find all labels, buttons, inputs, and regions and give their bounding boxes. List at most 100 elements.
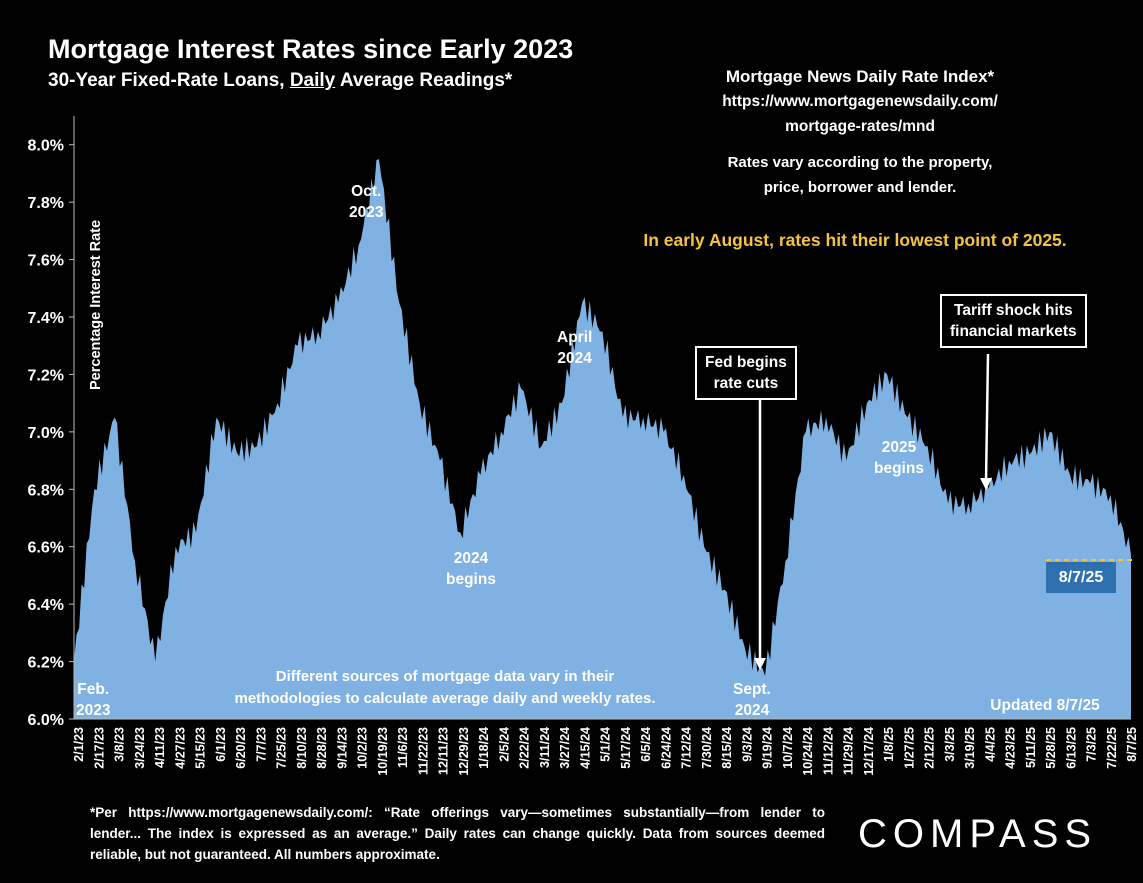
x-tick-label: 8/7/25 — [1125, 727, 1139, 762]
y-tick-labels: 6.0% 6.2% 6.4% 6.6% 6.8% 7.0% 7.2% 7.4% 7.6% 7.8%… — [28, 138, 64, 729]
subtitle-underlined: Daily — [289, 70, 336, 91]
annotation-2025-begins: 2025 begins — [874, 437, 924, 479]
method-line1: Different sources of mortgage data vary … — [275, 668, 615, 685]
x-tick-label: 7/3/25 — [1085, 727, 1099, 762]
x-tick-labels: 2/1/23 2/17/23 3/8/23 3/24/23 4/11/23 4/27/23… — [72, 727, 1139, 776]
x-tick-label: 12/29/23 — [457, 727, 471, 776]
x-tick-label: 10/24/24 — [801, 727, 815, 776]
tariff-arrowhead — [980, 478, 992, 490]
annotation-line: begins — [446, 571, 496, 588]
x-tick-label: 5/1/24 — [599, 727, 613, 762]
x-tick-label: 3/24/23 — [133, 727, 147, 769]
x-tick-label: 9/19/24 — [761, 727, 775, 769]
vary-line2: price, borrower and lender. — [763, 179, 957, 196]
annotation-line: 2024 — [557, 350, 592, 367]
x-tick-label: 7/12/24 — [680, 727, 694, 769]
x-tick-label: 1/18/24 — [477, 727, 491, 769]
annotation-line: financial markets — [950, 323, 1077, 340]
y-tick-label: 7.0% — [28, 425, 64, 442]
fed-cuts-arrowhead — [754, 658, 766, 670]
latest-date-badge: 8/7/25 — [1046, 562, 1116, 593]
annotation-line: begins — [874, 460, 924, 477]
x-tick-label: 3/3/25 — [943, 727, 957, 762]
updated-label: Updated 8/7/25 — [990, 697, 1100, 714]
x-tick-label: 2/17/23 — [92, 727, 106, 769]
annotation-line: 2025 — [881, 439, 917, 456]
x-tick-label: 5/17/24 — [619, 727, 633, 769]
x-tick-label: 4/15/24 — [578, 727, 592, 769]
x-tick-label: 6/13/25 — [1064, 727, 1078, 769]
methodology-note: Different sources of mortgage data vary … — [195, 666, 695, 710]
y-tick-label: 6.2% — [28, 655, 64, 672]
x-tick-label: 5/28/25 — [1044, 727, 1058, 769]
tariff-arrow — [984, 353, 990, 483]
x-tick-label: 2/5/24 — [497, 727, 511, 762]
annotation-line: Fed begins — [705, 354, 787, 371]
annotation-2024-begins: 2024 begins — [446, 548, 496, 590]
annotation-sept-2024: Sept. 2024 — [733, 679, 771, 721]
x-tick-label: 11/6/23 — [396, 727, 410, 768]
x-tick-label: 3/8/23 — [113, 727, 127, 762]
x-tick-label: 3/27/24 — [558, 727, 572, 769]
y-tick-label: 7.4% — [28, 310, 64, 327]
highlight-note: In early August, rates hit their lowest … — [643, 230, 1067, 250]
x-tick-label: 8/15/24 — [720, 727, 734, 769]
y-tick-label: 6.4% — [28, 597, 64, 614]
x-tick-label: 2/22/24 — [518, 727, 532, 769]
x-tick-label: 3/19/25 — [963, 727, 977, 769]
x-tick-label: 4/27/23 — [173, 727, 187, 769]
y-tick-label: 6.8% — [28, 482, 64, 499]
annotation-line: Oct. — [351, 183, 382, 200]
chart-title: Mortgage Interest Rates since Early 2023 — [48, 34, 574, 64]
annotation-line: Tariff shock hits — [954, 302, 1073, 319]
x-tick-label: 6/1/23 — [214, 727, 228, 762]
method-line2: methodologies to calculate average daily… — [234, 690, 656, 707]
x-tick-label: 7/30/24 — [700, 727, 714, 769]
x-tick-label: 6/5/24 — [639, 727, 653, 762]
annotation-line: Sept. — [733, 681, 771, 698]
annotation-line: 2023 — [349, 204, 384, 221]
annotation-oct-2023: Oct. 2023 — [349, 181, 383, 223]
x-tick-label: 11/29/24 — [842, 727, 856, 775]
x-tick-label: 10/19/23 — [376, 727, 390, 776]
annotation-fed-rate-cuts: Fed begins rate cuts — [695, 346, 797, 400]
x-tick-label: 1/27/25 — [902, 727, 916, 769]
x-tick-label: 4/4/25 — [983, 727, 997, 762]
y-tick-label: 8.0% — [28, 138, 64, 155]
y-tick-label: 7.8% — [28, 195, 64, 212]
chart-subtitle: 30-Year Fixed-Rate Loans, Daily Average … — [48, 70, 512, 92]
x-tick-label: 1/8/25 — [882, 727, 896, 762]
annotation-tariff-shock: Tariff shock hits financial markets — [940, 294, 1087, 348]
annotation-feb-2023: Feb. 2023 — [76, 679, 110, 721]
x-tick-label: 2/12/25 — [923, 727, 937, 769]
x-tick-label: 8/10/23 — [295, 727, 309, 769]
y-tick-label: 6.0% — [28, 712, 64, 729]
x-tick-label: 11/12/24 — [821, 727, 835, 775]
vary-line1: Rates vary according to the property, — [727, 154, 993, 171]
footnote: *Per https://www.mortgagenewsdaily.com/:… — [90, 805, 825, 862]
x-tick-label: 4/11/23 — [153, 727, 167, 768]
y-tick-label: 6.6% — [28, 540, 64, 557]
x-tick-label: 11/22/23 — [416, 727, 430, 775]
annotation-line: 2024 — [734, 702, 770, 719]
x-tick-label: 6/20/23 — [234, 727, 248, 769]
x-tick-label: 5/15/23 — [194, 727, 208, 769]
x-tick-label: 10/7/24 — [781, 727, 795, 769]
x-tick-label: 9/14/23 — [335, 727, 349, 769]
y-tick-label: 7.6% — [28, 253, 64, 270]
annotation-april-2024: April 2024 — [557, 327, 592, 369]
source-block: Mortgage News Daily Rate Index* https://… — [640, 64, 1080, 139]
x-tick-label: 3/11/24 — [538, 727, 552, 768]
subtitle-post: Average Readings* — [335, 70, 513, 91]
x-tick-label: 10/2/23 — [356, 727, 370, 769]
x-tick-label: 7/25/23 — [275, 727, 289, 769]
y-axis-label: Percentage Interest Rate — [88, 220, 104, 390]
annotation-line: 2023 — [76, 702, 111, 719]
x-tick-label: 5/11/25 — [1024, 727, 1038, 768]
x-tick-label: 12/17/24 — [862, 727, 876, 776]
x-tick-label: 12/11/23 — [437, 727, 451, 775]
annotation-line: rate cuts — [713, 375, 779, 392]
chart-axes — [69, 116, 1131, 720]
compass-logo: COMPASS — [858, 812, 1098, 856]
annotation-line: April — [557, 329, 593, 346]
